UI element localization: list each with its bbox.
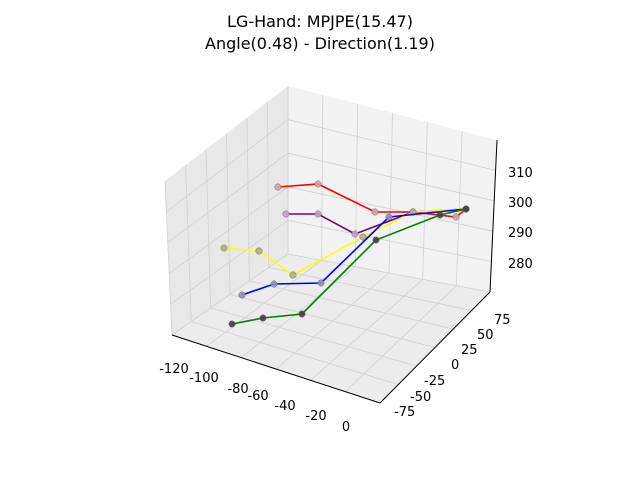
y-axis-ticks: 75 50 25 0 -25 -50 -75 bbox=[394, 313, 511, 420]
z-axis-ticks: 310 300 290 280 bbox=[508, 166, 533, 272]
y-tick-label: 75 bbox=[494, 313, 511, 328]
x-axis-ticks: -120 -100 -80 -60 -40 -20 0 bbox=[159, 362, 350, 435]
grid-line bbox=[167, 152, 289, 243]
chart-title-line-1: LG-Hand: MPJPE(15.47) bbox=[227, 12, 413, 31]
joint-point bbox=[317, 279, 325, 287]
y-tick-label: 0 bbox=[451, 358, 459, 373]
grid-line bbox=[205, 149, 212, 309]
joint-point bbox=[372, 236, 380, 244]
joint-point bbox=[289, 271, 297, 279]
joint-point bbox=[314, 210, 322, 218]
y-tick-label: -50 bbox=[410, 390, 431, 405]
y-axis-line bbox=[379, 291, 491, 404]
grid-line bbox=[166, 119, 289, 213]
z-axis-line bbox=[489, 139, 498, 293]
x-axis-line bbox=[171, 334, 381, 404]
chart-title-line-2: Angle(0.48) - Direction(1.19) bbox=[205, 34, 435, 53]
y-tick-label: 50 bbox=[477, 328, 494, 343]
grid-line bbox=[246, 117, 250, 282]
y-tick-label: -75 bbox=[394, 405, 415, 420]
z-tick-label: 300 bbox=[508, 196, 533, 211]
y-tick-label: -25 bbox=[424, 374, 445, 389]
x-tick-label: -120 bbox=[159, 362, 189, 377]
joint-point bbox=[385, 213, 393, 221]
grid-line bbox=[170, 220, 289, 305]
x-tick-label: -100 bbox=[189, 371, 219, 386]
joint-point bbox=[238, 291, 246, 299]
z-tick-label: 310 bbox=[508, 166, 533, 181]
x-tick-label: -20 bbox=[305, 409, 326, 424]
z-tick-label: 280 bbox=[508, 257, 533, 272]
joint-point bbox=[462, 205, 470, 213]
grid-line bbox=[287, 152, 495, 202]
joint-point bbox=[282, 210, 290, 218]
joint-point bbox=[371, 208, 379, 216]
joint-point bbox=[270, 280, 278, 288]
x-tick-label: -60 bbox=[247, 389, 268, 404]
joint-point bbox=[436, 211, 444, 219]
joint-point bbox=[228, 320, 236, 328]
grid-line bbox=[267, 101, 270, 268]
grid-line bbox=[388, 112, 393, 274]
pane-left bbox=[165, 86, 288, 335]
joint-point bbox=[298, 310, 306, 318]
joint-point bbox=[255, 247, 263, 255]
grid-line bbox=[164, 180, 173, 336]
joint-point bbox=[274, 183, 282, 191]
x-tick-label: -40 bbox=[274, 399, 295, 414]
joint-point bbox=[452, 213, 460, 221]
joint-point bbox=[314, 180, 322, 188]
x-tick-label: -80 bbox=[227, 382, 248, 397]
pane-back bbox=[288, 86, 497, 292]
z-tick-label: 290 bbox=[508, 226, 533, 241]
joint-point bbox=[220, 244, 228, 252]
joint-point bbox=[359, 233, 367, 241]
finger-bone bbox=[231, 208, 467, 325]
grid-line bbox=[185, 165, 192, 322]
grid-line bbox=[287, 119, 496, 171]
grid-line bbox=[287, 220, 492, 262]
joint-point bbox=[351, 230, 359, 238]
grid-line bbox=[321, 94, 324, 261]
grid-line bbox=[422, 121, 428, 280]
grid-line bbox=[354, 103, 359, 267]
y-tick-label: 25 bbox=[461, 343, 478, 358]
joint-point bbox=[259, 314, 267, 322]
grid-line bbox=[168, 186, 289, 274]
x-tick-label: 0 bbox=[342, 420, 350, 435]
grid-line bbox=[345, 285, 457, 392]
axis-lines bbox=[171, 139, 498, 404]
finger-bone bbox=[223, 208, 467, 276]
grid-line bbox=[226, 133, 231, 295]
grid-line bbox=[287, 186, 493, 232]
grid-line bbox=[455, 130, 463, 286]
hand-skeleton bbox=[220, 180, 470, 328]
